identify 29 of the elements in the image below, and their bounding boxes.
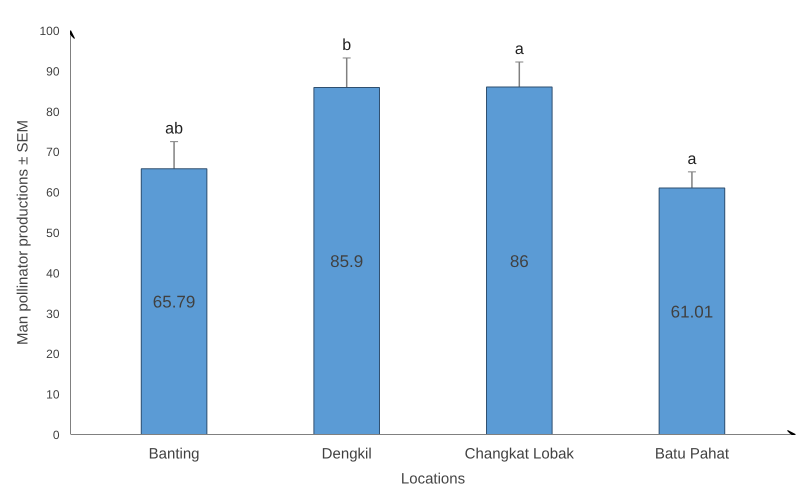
y-tick-label: 90 <box>46 64 60 78</box>
x-tick-label: Batu Pahat <box>654 446 730 462</box>
bar <box>486 86 553 434</box>
y-tick-label: 70 <box>46 145 60 160</box>
annotation: a <box>687 150 696 168</box>
annotation: b <box>342 36 352 54</box>
data-label: 85.9 <box>330 252 364 271</box>
data-label: 65.79 <box>152 292 196 312</box>
annotation: ab <box>165 120 184 138</box>
x-tick-label: Banting <box>148 446 200 462</box>
data-label: 86 <box>510 252 529 271</box>
bar <box>140 168 208 434</box>
x-axis-title: Locations <box>400 470 466 488</box>
annotation: a <box>514 41 524 58</box>
y-tick-label: 20 <box>46 347 60 362</box>
y-tick-label: 80 <box>46 104 60 119</box>
bar <box>658 188 726 434</box>
y-tick-label: 30 <box>46 306 60 321</box>
data-label: 61.01 <box>670 302 714 322</box>
x-tick-label: Dengkil <box>322 446 372 462</box>
y-tick-label: 0 <box>52 428 60 442</box>
y-tick-label: 50 <box>46 226 60 240</box>
y-tick-label: 60 <box>46 186 60 200</box>
x-tick-label: Changkat Lobak <box>464 446 574 462</box>
y-tick-label: 10 <box>46 388 60 402</box>
y-tick-label: 100 <box>39 24 60 38</box>
bar <box>313 86 380 434</box>
y-tick-label: 40 <box>46 266 60 280</box>
y-axis-title: Man pollinator productions ± SEM <box>14 120 32 346</box>
